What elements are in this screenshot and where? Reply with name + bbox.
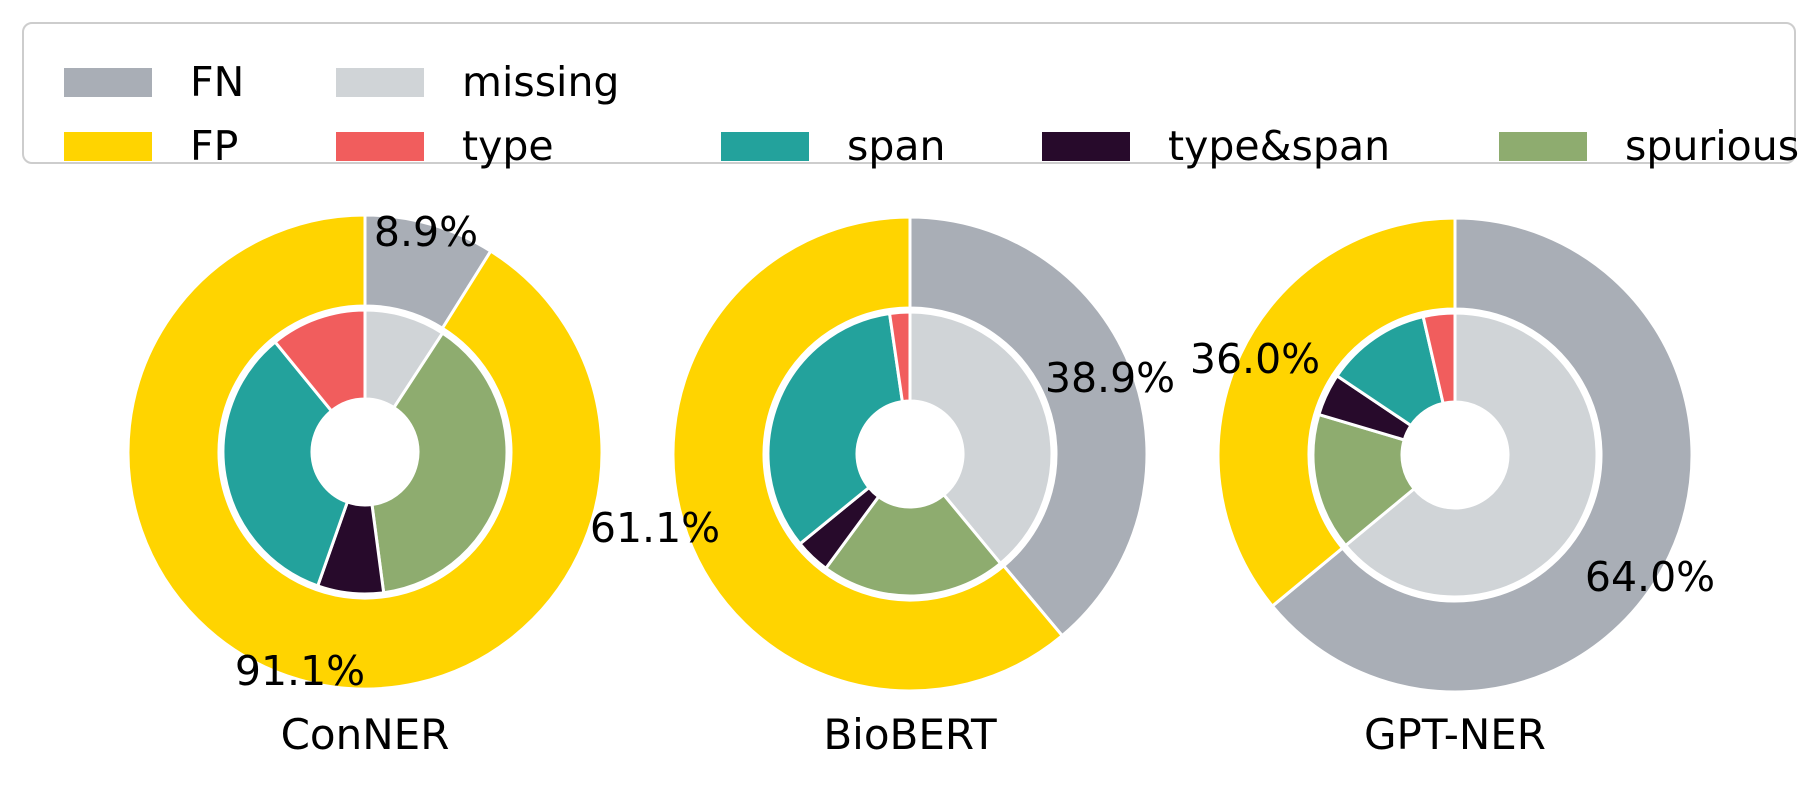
legend: FN missing FP type span type&span spurio…	[22, 22, 1799, 168]
biobert-outer-wedge-fn	[908, 215, 1149, 638]
legend-swatch-missing	[336, 67, 424, 97]
legend-swatch-type	[336, 131, 424, 161]
legend-label-spurious: spurious	[1625, 122, 1800, 170]
conner-outer-wedge-fp	[126, 213, 604, 691]
legend-item-spurious: spurious	[1499, 124, 1799, 168]
biobert-outer-wedge-fp	[671, 215, 1064, 693]
chart-title-biobert: BioBERT	[823, 710, 997, 759]
biobert-pct-label-fn: 38.9%	[1044, 354, 1176, 402]
biobert-pct-label-fp: 61.1%	[589, 504, 721, 552]
biobert-inner-wedge-type	[888, 310, 912, 404]
biobert-inner-wedge-missing	[908, 310, 1054, 565]
conner-pct-label-fp: 91.1%	[234, 647, 366, 695]
gpt-ner-inner-wedge-missing	[1344, 311, 1599, 599]
chart-title-gpt-ner: GPT-NER	[1364, 710, 1546, 759]
legend-item-fn: FN	[64, 60, 244, 104]
legend-swatch-span	[721, 131, 809, 161]
legend-label-fp: FP	[190, 122, 239, 170]
gpt-ner-inner-wedge-type	[1421, 311, 1457, 405]
donut-chart-biobert	[671, 215, 1149, 693]
legend-label-fn: FN	[190, 58, 245, 106]
legend-label-span: span	[847, 122, 946, 170]
donut-chart-gpt-ner	[1216, 216, 1694, 694]
biobert-inner-wedge-spurious	[824, 493, 1003, 598]
legend-item-missing: missing	[336, 60, 619, 104]
legend-swatch-fp	[64, 131, 152, 161]
chart-title-conner: ConNER	[280, 710, 450, 759]
legend-label-type: type	[462, 122, 554, 170]
gpt-ner-outer-wedge-fp	[1216, 216, 1457, 608]
legend-item-span: span	[721, 124, 946, 168]
legend-label-missing: missing	[462, 58, 620, 106]
conner-inner-wedge-span	[221, 340, 349, 588]
legend-item-type: type	[336, 124, 554, 168]
legend-label-type-span: type&span	[1168, 122, 1391, 170]
conner-inner-wedge-type	[273, 308, 367, 413]
legend-item-type-span: type&span	[1042, 124, 1390, 168]
gpt-ner-outer-wedge-fn	[1270, 216, 1694, 694]
gpt-ner-pct-label-fp: 36.0%	[1189, 335, 1321, 383]
legend-swatch-type-span	[1042, 131, 1130, 161]
conner-pct-label-fn: 8.9%	[373, 208, 479, 256]
conner-inner-wedge-spurious	[370, 331, 509, 595]
donut-chart-conner	[126, 213, 604, 691]
legend-swatch-spurious	[1499, 131, 1587, 161]
gpt-ner-pct-label-fn: 64.0%	[1584, 553, 1716, 601]
gpt-ner-inner-wedge-spurious	[1311, 413, 1416, 548]
legend-swatch-fn	[64, 67, 152, 97]
biobert-inner-wedge-span	[766, 311, 904, 546]
legend-item-fp: FP	[64, 124, 238, 168]
